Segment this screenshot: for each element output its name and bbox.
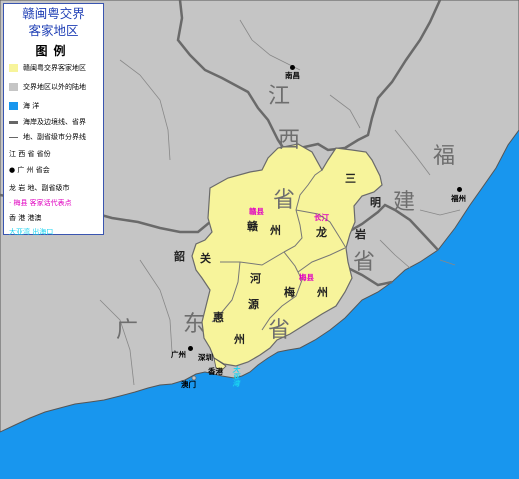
capital-label-guangzhou: 广州 bbox=[171, 350, 186, 359]
macau-island bbox=[191, 375, 197, 381]
hakka-point-changting: 长汀 bbox=[314, 213, 329, 222]
legend-label: ● 广 州 省会 bbox=[9, 166, 50, 174]
legend-label: 赣闽粤交界客家地区 bbox=[23, 64, 86, 72]
legend-label: 地、副省级市分界线 bbox=[23, 133, 86, 141]
legend-label: 交界地区以外的陆地 bbox=[23, 83, 86, 91]
legend-heading: 图例 bbox=[35, 44, 72, 58]
thin-line-icon bbox=[9, 137, 18, 138]
prefecture-label-sanming-1: 三 bbox=[345, 172, 356, 185]
province-label-jiangxi-1: 江 bbox=[268, 84, 291, 109]
province-border bbox=[176, 0, 442, 154]
capital-label-nanchang: 南昌 bbox=[285, 71, 300, 80]
prefecture-label-ganzhou-2: 州 bbox=[270, 224, 281, 237]
capital-label-fuzhou: 福州 bbox=[451, 194, 466, 203]
province-label-fujian-3: 省 bbox=[353, 250, 376, 275]
prefecture-label-longyan-2: 岩 bbox=[355, 228, 366, 241]
city-label-shenzhen: 深圳 bbox=[198, 353, 213, 362]
province-label-guangdong-2: 东 bbox=[183, 312, 206, 337]
province-label-jiangxi-2: 西 bbox=[278, 128, 301, 153]
hakka-point-meixian: 梅县 bbox=[299, 273, 314, 282]
prefecture-border bbox=[211, 169, 347, 331]
map-title-line-2: 客家地区 bbox=[28, 23, 79, 38]
gray-swatch-icon bbox=[9, 83, 18, 91]
prefecture-label-huizhou-2: 州 bbox=[234, 333, 245, 346]
capital-dot-icon bbox=[290, 65, 295, 70]
prefecture-label-meizhou-2: 州 bbox=[317, 286, 328, 299]
capital-dot-icon bbox=[457, 187, 462, 192]
legend-label: · 梅县 客家话代表点 bbox=[9, 199, 72, 207]
legend-label: 大亚湾 出海口 bbox=[9, 228, 54, 236]
outlet-label: 大亚湾 bbox=[232, 366, 240, 387]
other-prefecture-lines bbox=[99, 19, 461, 386]
map-title-line-1: 赣闽粤交界 bbox=[22, 6, 85, 21]
legend-label: 江 西 省 省份 bbox=[9, 150, 51, 158]
province-label-guangdong-1: 广 bbox=[116, 318, 139, 343]
prefecture-label-shaoguan-2: 关 bbox=[200, 252, 211, 265]
province-label-fujian-1: 福 bbox=[433, 144, 456, 169]
prefecture-label-ganzhou-1: 赣 bbox=[247, 220, 258, 233]
province-label-guangdong-3: 省 bbox=[268, 318, 291, 343]
prefecture-label-meizhou-1: 梅 bbox=[284, 286, 295, 299]
prefecture-label-huizhou-1: 惠 bbox=[213, 311, 224, 324]
blue-swatch-icon bbox=[9, 102, 18, 110]
legend-label: 海 洋 bbox=[23, 102, 40, 110]
legend-label: 海岸及边境线、省界 bbox=[23, 118, 86, 126]
city-label-macau: 澳门 bbox=[181, 380, 196, 389]
legend-label: 香 港 港澳 bbox=[9, 214, 42, 222]
legend-box: 赣闽粤交界 客家地区 图例 赣闽粤交界客家地区 交界地区以外的陆地 海 洋 海岸… bbox=[3, 3, 104, 236]
legend-label: 龙 岩 地、副省级市 bbox=[9, 184, 70, 192]
yellow-swatch-icon bbox=[9, 64, 18, 72]
prefecture-label-shaoguan-1: 韶 bbox=[174, 250, 185, 263]
province-label-fujian-2: 建 bbox=[393, 190, 416, 215]
capital-dot-icon bbox=[188, 346, 193, 351]
prefecture-label-heyuan-2: 源 bbox=[248, 298, 259, 311]
prefecture-label-longyan-1: 龙 bbox=[316, 226, 327, 239]
prefecture-label-sanming-2: 明 bbox=[370, 196, 381, 209]
thick-line-icon bbox=[9, 121, 18, 124]
city-label-hongkong: 香港 bbox=[208, 367, 223, 376]
hakka-point-ganxian: 赣县 bbox=[249, 207, 264, 216]
prefecture-label-heyuan-1: 河 bbox=[250, 272, 261, 285]
hk-area bbox=[213, 357, 227, 371]
province-label-jiangxi-3: 省 bbox=[273, 188, 296, 213]
